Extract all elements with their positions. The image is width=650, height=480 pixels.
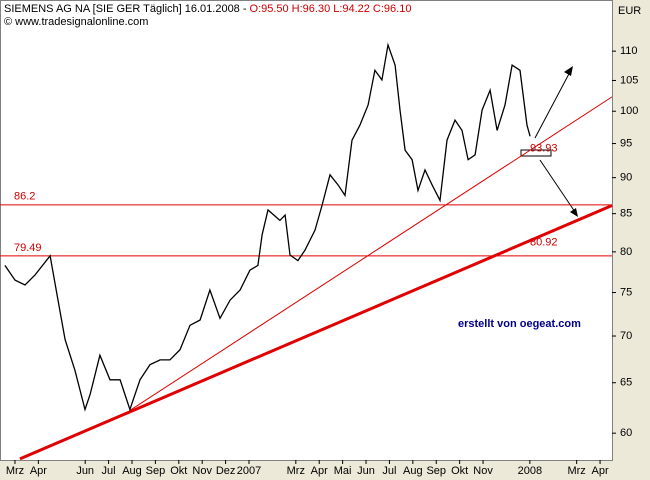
x-tick-label: Jun xyxy=(76,465,94,477)
x-tick-label: Dez xyxy=(216,465,236,477)
x-tick-label: Sep xyxy=(146,465,166,477)
annotation: erstellt von oegeat.com xyxy=(458,318,581,330)
x-tick-label: Jul xyxy=(382,465,396,477)
hline-label: 86.2 xyxy=(14,191,35,203)
y-tick-label: 80 xyxy=(620,246,632,258)
y-tick-label: 70 xyxy=(620,330,632,342)
x-tick-label: Mrz xyxy=(6,465,24,477)
arrow xyxy=(534,69,572,139)
x-tick-label: 2008 xyxy=(518,465,542,477)
level-label: 93.93 xyxy=(530,143,558,155)
y-axis-label: EUR xyxy=(618,5,641,17)
arrow-head xyxy=(564,66,573,76)
x-tick-label: Apr xyxy=(30,465,47,477)
chart-subtitle: © www.tradesignalonline.com xyxy=(4,16,148,28)
x-tick-label: Aug xyxy=(122,465,142,477)
header: SIEMENS AG NA [SIE GER Täglich] 16.01.20… xyxy=(4,3,247,28)
x-tick-label: Nov xyxy=(473,465,493,477)
price-line xyxy=(4,42,531,412)
x-tick-label: 2007 xyxy=(237,465,261,477)
x-tick-label: Mrz xyxy=(287,465,305,477)
y-tick-label: 95 xyxy=(620,137,632,149)
arrow-head xyxy=(570,208,578,217)
ohlc-label: H:96.30 xyxy=(292,3,331,15)
x-tick-label: Jun xyxy=(357,465,375,477)
trendline xyxy=(129,96,613,411)
trendline xyxy=(19,204,613,461)
y-tick-label: 90 xyxy=(620,172,632,184)
ohlc-label: O:95.50 xyxy=(250,3,289,15)
x-tick-label: Sep xyxy=(426,465,446,477)
y-tick-label: 105 xyxy=(620,74,638,86)
x-tick-label: Okt xyxy=(451,465,468,477)
x-tick-label: Mrz xyxy=(567,465,585,477)
level-label: 80.92 xyxy=(530,237,558,249)
y-tick-label: 75 xyxy=(620,286,632,298)
ohlc-label: L:94.22 xyxy=(333,3,370,15)
hline-label: 79.49 xyxy=(14,242,42,254)
arrow xyxy=(539,159,576,213)
x-tick-label: Apr xyxy=(592,465,609,477)
x-tick-label: Okt xyxy=(170,465,187,477)
x-tick-label: Aug xyxy=(403,465,423,477)
x-tick-label: Mai xyxy=(334,465,352,477)
level-box xyxy=(520,149,552,157)
x-tick-label: Jul xyxy=(102,465,116,477)
y-tick-label: 60 xyxy=(620,427,632,439)
y-tick-label: 65 xyxy=(620,377,632,389)
chart-title: SIEMENS AG NA [SIE GER Täglich] 16.01.20… xyxy=(4,3,247,15)
x-tick-label: Nov xyxy=(192,465,212,477)
y-tick-label: 110 xyxy=(620,45,638,57)
ohlc-label: C:96.10 xyxy=(373,3,412,15)
x-tick-label: Apr xyxy=(311,465,328,477)
plot-area xyxy=(0,0,613,461)
y-tick-label: 85 xyxy=(620,208,632,220)
y-tick-label: 100 xyxy=(620,105,638,117)
